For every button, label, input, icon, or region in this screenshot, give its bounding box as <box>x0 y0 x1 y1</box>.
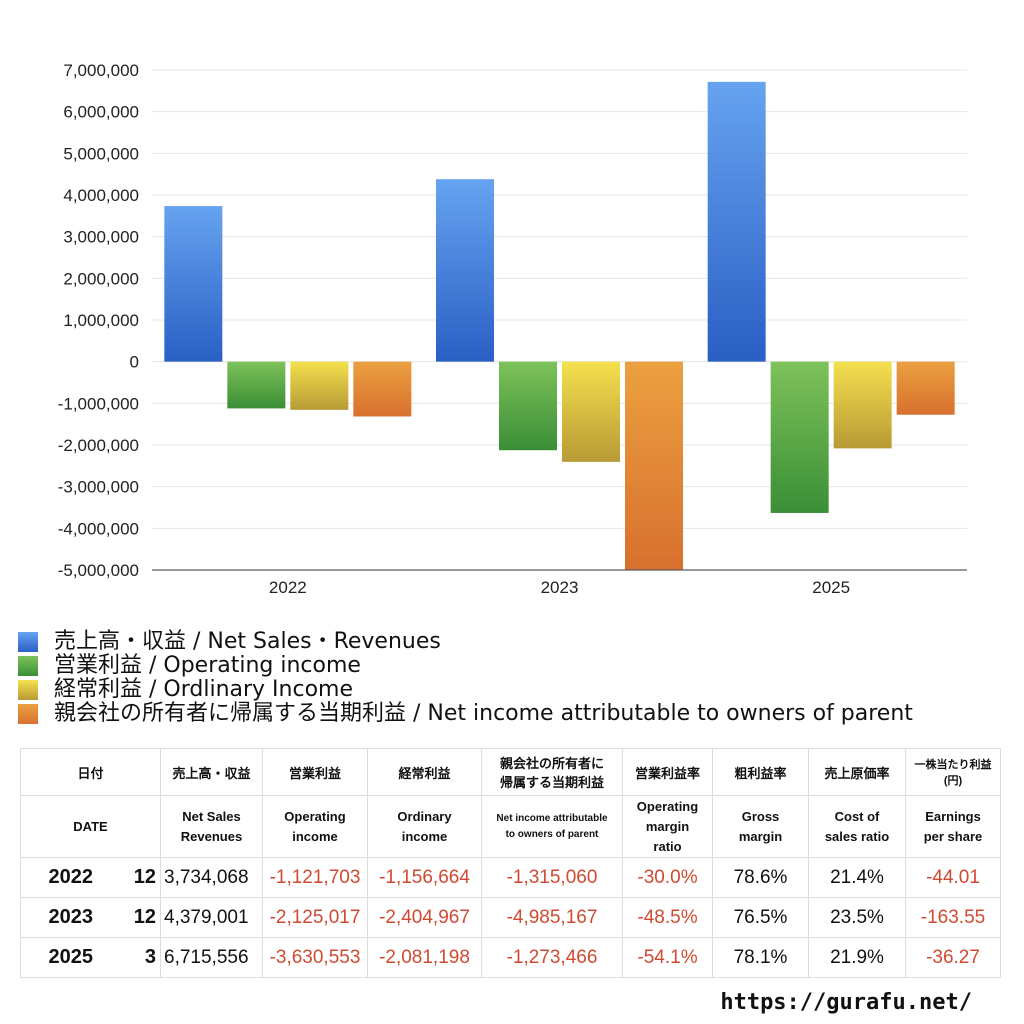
bar-2022-series-1 <box>227 361 286 409</box>
table-cell: 3 <box>120 937 161 978</box>
table-cell: 6,715,556 <box>160 937 263 978</box>
table-cell: 4,379,001 <box>160 897 263 938</box>
y-tick-label: 1,000,000 <box>63 311 139 330</box>
table-cell: -2,081,198 <box>367 937 482 978</box>
table-cell: -3,630,553 <box>262 937 368 978</box>
table-cell: 21.9% <box>808 937 906 978</box>
y-tick-label: 6,000,000 <box>63 103 139 122</box>
table-cell: -2,404,967 <box>367 897 482 938</box>
y-tick-label: -1,000,000 <box>58 394 139 413</box>
bar-chart: 7,000,000 6,000,000 5,000,000 4,000,000 3,00… <box>58 61 967 597</box>
financial-table: 日付 売上高・収益 営業利益 経常利益 親会社の所有者に 帰属する当期利益 営業利… <box>20 748 1001 978</box>
table-cell: -36.27 <box>905 937 1001 978</box>
table-row: 2025 3 6,715,556 -3,630,553 -2,081,198 -1,273… <box>20 937 1001 978</box>
table-cell: -2,125,017 <box>262 897 368 938</box>
y-tick-label: -4,000,000 <box>58 519 139 538</box>
table-cell: 2025 <box>20 937 121 978</box>
table-cell: -1,315,060 <box>481 857 623 898</box>
bar-2022-series-0 <box>164 206 223 362</box>
x-tick-label: 2022 <box>269 578 307 597</box>
table-cell: -163.55 <box>905 897 1001 938</box>
table-cell: 3,734,068 <box>160 857 263 898</box>
bar-2025-series-0 <box>707 81 766 362</box>
table-cell: -44.01 <box>905 857 1001 898</box>
y-tick-label: 7,000,000 <box>63 61 139 80</box>
table-row: 2023 12 4,379,001 -2,125,017 -2,404,967 -4,98… <box>20 897 1001 938</box>
table-cell: 12 <box>120 857 161 898</box>
y-tick-label: -5,000,000 <box>58 561 139 580</box>
header-row-jp: 日付 売上高・収益 営業利益 経常利益 親会社の所有者に 帰属する当期利益 営業利… <box>20 748 1001 796</box>
table-cell: 76.5% <box>712 897 809 938</box>
table-cell: 78.6% <box>712 857 809 898</box>
bar-2023-series-3 <box>625 361 683 570</box>
y-tick-label: 3,000,000 <box>63 228 139 247</box>
y-tick-label: 5,000,000 <box>63 144 139 163</box>
bar-2022-series-3 <box>353 361 412 417</box>
bar-2025-series-3 <box>896 361 955 415</box>
bar-2023-series-0 <box>436 179 494 362</box>
bar-2025-series-1 <box>770 361 829 513</box>
table-cell: -30.0% <box>622 857 713 898</box>
bar-2022-series-2 <box>290 361 349 410</box>
legend-item-operating: 営業利益 / Operating income <box>18 654 913 678</box>
legend: 売上高・収益 / Net Sales・Revenues 営業利益 / Opera… <box>18 630 913 726</box>
table-cell: 23.5% <box>808 897 906 938</box>
x-tick-label: 2025 <box>812 578 850 597</box>
bar-2023-series-1 <box>499 361 557 451</box>
legend-item-net: 親会社の所有者に帰属する当期利益 / Net income attributab… <box>18 702 913 726</box>
bar-2025-series-2 <box>833 361 892 449</box>
x-tick-label: 2023 <box>541 578 579 597</box>
bar-2023-series-2 <box>562 361 620 462</box>
table-cell: 2022 <box>20 857 121 898</box>
table-cell: 12 <box>120 897 161 938</box>
table-cell: 78.1% <box>712 937 809 978</box>
legend-item-sales: 売上高・収益 / Net Sales・Revenues <box>18 630 913 654</box>
table-row: 2022 12 3,734,068 -1,121,703 -1,156,664 -1,31… <box>20 857 1001 898</box>
y-tick-label: -3,000,000 <box>58 478 139 497</box>
table-cell: -48.5% <box>622 897 713 938</box>
table-cell: -1,156,664 <box>367 857 482 898</box>
table-cell: -1,121,703 <box>262 857 368 898</box>
header-row-en: DATE Net Sales Revenues Operating income O… <box>20 795 1001 858</box>
y-tick-label: 2,000,000 <box>63 269 139 288</box>
y-tick-label: -2,000,000 <box>58 436 139 455</box>
table-cell: 2023 <box>20 897 121 938</box>
site-url: https://gurafu.net/ <box>720 990 972 1015</box>
legend-item-ordinary: 経常利益 / Ordlinary Income <box>18 678 913 702</box>
table-cell: 21.4% <box>808 857 906 898</box>
y-tick-label: 0 <box>130 353 139 372</box>
table-cell: -54.1% <box>622 937 713 978</box>
table-cell: -1,273,466 <box>481 937 623 978</box>
y-tick-label: 4,000,000 <box>63 186 139 205</box>
table-cell: -4,985,167 <box>481 897 623 938</box>
